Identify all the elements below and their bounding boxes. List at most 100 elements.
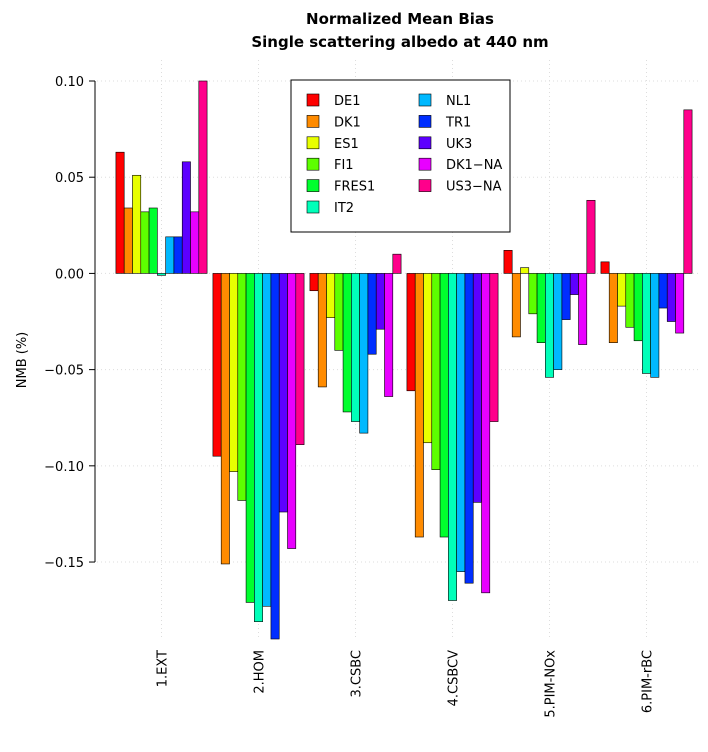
bar	[384, 273, 394, 397]
bar	[489, 273, 499, 422]
legend-label: DE1	[334, 94, 361, 109]
bar	[181, 161, 191, 274]
bar	[375, 273, 385, 330]
chart-subtitle: Single scattering albedo at 440 nm	[251, 33, 548, 51]
legend-label: NL1	[446, 94, 471, 109]
legend-swatch	[418, 179, 432, 192]
bar	[334, 273, 344, 351]
x-tick-label: 5.PIM-NOx	[544, 650, 559, 718]
bar	[237, 273, 247, 501]
x-tick-label: 6.PIM-rBC	[641, 650, 656, 713]
bar	[309, 273, 319, 292]
bar	[342, 273, 352, 413]
y-tick-label: −0.10	[44, 460, 84, 475]
bar	[561, 273, 571, 320]
bar	[351, 273, 360, 422]
legend-swatch	[418, 157, 432, 171]
bar	[439, 273, 449, 538]
bar	[317, 273, 327, 388]
bar	[503, 250, 513, 274]
legend-label: ES1	[334, 137, 359, 152]
bar	[666, 273, 676, 322]
legend-swatch	[306, 200, 320, 214]
bar	[569, 273, 579, 295]
x-tick-label: 4.CSBCV	[447, 650, 462, 706]
bar	[642, 273, 651, 374]
bar	[115, 151, 125, 274]
bar	[295, 273, 305, 445]
bar	[464, 273, 474, 584]
bar	[617, 273, 627, 307]
y-tick-label: −0.05	[44, 364, 84, 379]
bar	[536, 273, 546, 343]
bar	[173, 236, 183, 274]
legend-label: TR1	[445, 115, 471, 130]
bar	[148, 207, 158, 274]
bar	[359, 273, 369, 434]
x-tick-label: 1.EXT	[156, 650, 171, 687]
bar	[198, 80, 208, 274]
legend-box	[290, 79, 511, 233]
bar	[625, 273, 635, 328]
legend-swatch	[306, 93, 320, 107]
bar	[448, 273, 457, 601]
legend-swatch	[418, 136, 432, 150]
y-tick-label: 0.05	[55, 171, 84, 186]
bar	[157, 273, 166, 276]
bar	[212, 273, 222, 457]
bar	[287, 273, 297, 549]
y-axis-label: NMB (%)	[15, 332, 30, 389]
legend-label: UK3	[446, 137, 472, 152]
y-tick-label: −0.15	[44, 556, 84, 571]
bar	[658, 273, 668, 309]
bar	[254, 273, 263, 622]
bar	[586, 199, 596, 274]
bar	[262, 273, 272, 607]
bar	[545, 273, 554, 378]
legend-swatch	[306, 115, 320, 128]
bar	[683, 109, 693, 274]
bar	[472, 273, 482, 503]
legend-swatch	[418, 93, 432, 107]
y-tick-label: 0.10	[55, 75, 84, 90]
bar	[245, 273, 255, 603]
bar	[123, 207, 133, 274]
x-tick-label: 2.HOM	[253, 650, 268, 694]
legend-label: DK1	[334, 115, 361, 130]
chart-title: Normalized Mean Bias	[306, 10, 494, 28]
bar	[140, 211, 150, 274]
bar	[229, 273, 239, 472]
legend-swatch	[418, 115, 432, 128]
bar	[528, 273, 538, 315]
bar	[578, 273, 588, 345]
bar	[165, 236, 175, 274]
bar	[520, 267, 530, 274]
bar	[326, 273, 336, 318]
legend: DE1 DK1 ES1 FI1 FRES1 IT2 NL1 TR1 UK3 DK1−NA US3−N…	[290, 79, 511, 233]
bar	[511, 273, 521, 338]
bar	[367, 273, 377, 355]
legend-label: FRES1	[334, 180, 375, 195]
bar	[675, 273, 685, 334]
legend-swatch	[306, 136, 320, 150]
y-tick-label: 0.00	[55, 267, 84, 282]
legend-swatch	[306, 157, 320, 171]
bar	[278, 273, 288, 513]
bar	[190, 211, 200, 274]
bar	[600, 261, 610, 274]
bar	[608, 273, 618, 343]
bar	[481, 273, 491, 594]
bar	[650, 273, 660, 378]
y-axis: 0.10 0.05 0.00 −0.05 −0.10 −0.15	[44, 75, 96, 571]
bar	[456, 273, 466, 572]
bars	[115, 80, 693, 640]
bar	[220, 273, 230, 565]
bar	[553, 273, 563, 370]
legend-label: US3−NA	[446, 180, 502, 195]
bar	[431, 273, 441, 470]
bar	[392, 253, 402, 274]
legend-label: FI1	[334, 158, 354, 173]
legend-swatch	[306, 179, 320, 192]
